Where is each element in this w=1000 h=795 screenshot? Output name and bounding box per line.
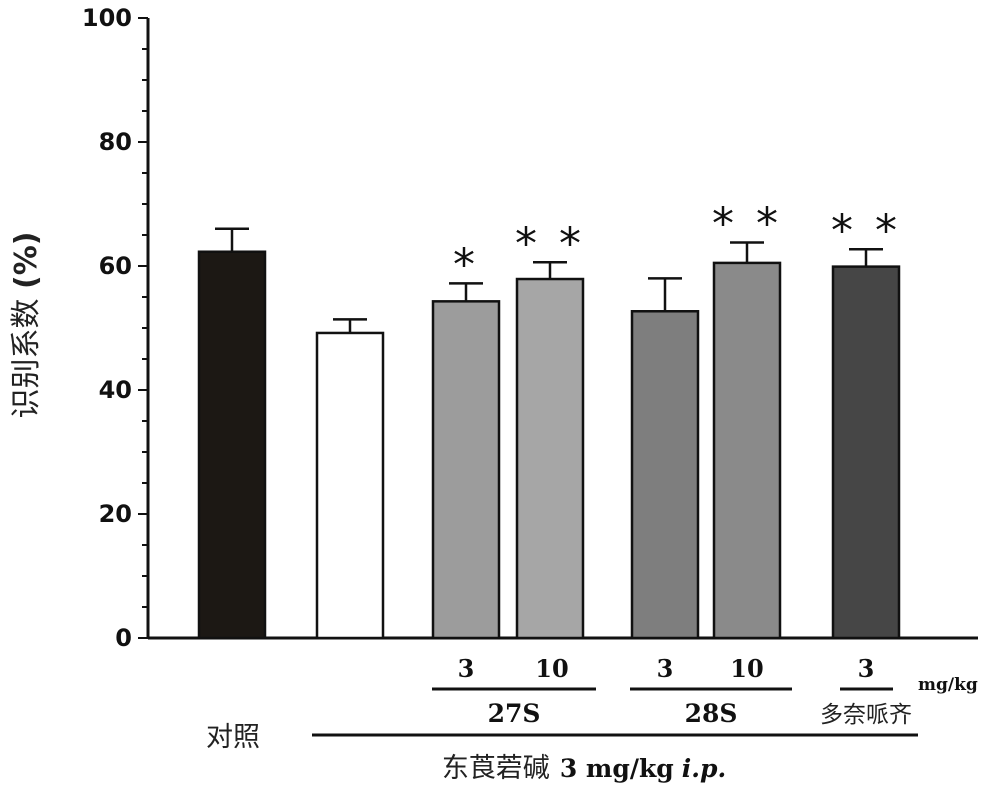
y-tick-label: 100 xyxy=(82,4,132,32)
dose-label-3: 3 xyxy=(657,654,674,683)
group-label-donepezil: 多奈哌齐 xyxy=(820,702,912,728)
y-tick-label: 60 xyxy=(99,252,132,280)
y-axis-label-text: 识别系数 xyxy=(9,299,44,419)
significance-label: * * xyxy=(831,205,901,256)
treatment-label-cn: 东莨菪碱 xyxy=(442,753,550,784)
treatment-label-route: i.p. xyxy=(682,754,726,783)
bar xyxy=(199,252,265,638)
significance-label: * xyxy=(453,239,479,290)
dose-label-4: 10 xyxy=(730,654,763,683)
bar xyxy=(317,333,383,638)
dose-label-2: 10 xyxy=(535,654,568,683)
bar xyxy=(433,301,499,638)
y-tick-label: 20 xyxy=(99,500,132,528)
bar xyxy=(833,267,899,638)
significance-label: * * xyxy=(712,198,782,249)
bar xyxy=(517,279,583,638)
dose-unit-label: mg/kg xyxy=(918,675,978,695)
y-axis-label-unit: (%) xyxy=(9,231,44,288)
y-ticks: 0 20 40 60 80 100 xyxy=(82,4,148,652)
bar xyxy=(632,311,698,638)
dose-label-5: 3 xyxy=(858,654,875,683)
y-tick-label: 0 xyxy=(115,624,132,652)
significance-label: * * xyxy=(515,218,585,269)
group-label-28s: 28S xyxy=(685,699,738,728)
dose-label-1: 3 xyxy=(458,654,475,683)
y-tick-label: 80 xyxy=(99,128,132,156)
treatment-label: 东莨菪碱 3 mg/kg i.p. xyxy=(442,753,726,784)
bars: * * * * * * * xyxy=(199,198,901,638)
group-label-27s: 27S xyxy=(488,699,541,728)
bar xyxy=(714,263,780,638)
y-tick-label: 40 xyxy=(99,376,132,404)
y-axis-label: 识别系数 (%) xyxy=(9,231,44,418)
treatment-label-dose: 3 mg/kg xyxy=(560,754,674,783)
control-label: 对照 xyxy=(206,722,260,753)
